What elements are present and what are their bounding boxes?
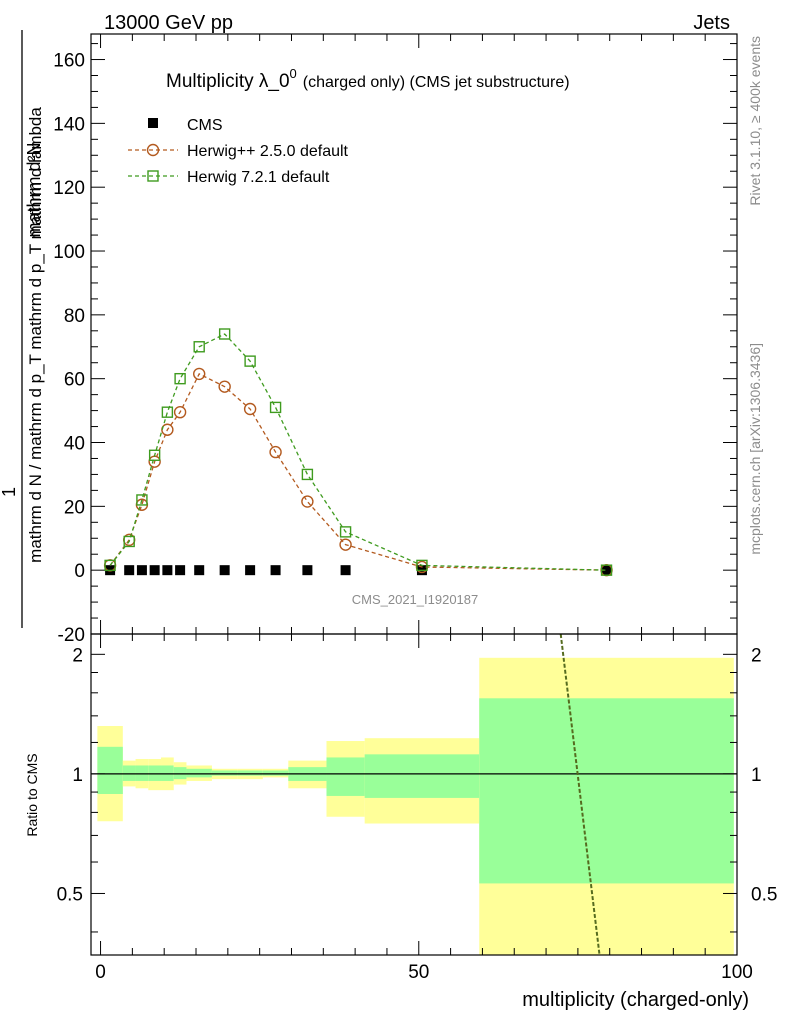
ratio-y-label: Ratio to CMS (24, 753, 40, 836)
ratio-y-tick-label-1: 1 (72, 765, 83, 786)
plot-title-main: Multiplicity λ_0 (166, 71, 290, 92)
ratio-band-green-4 (161, 765, 174, 781)
cms-point-8 (245, 565, 256, 576)
cms-point-7 (219, 565, 230, 576)
cms-point-13 (601, 565, 612, 576)
ratio-band-green-7 (211, 770, 238, 776)
cms-point-2 (136, 565, 147, 576)
ratio-band-green-3 (148, 765, 162, 781)
ratio-y-tick-label-right-1: 1 (751, 765, 762, 786)
ratio-uncertainty-bands (97, 657, 734, 955)
cms-point-5 (175, 565, 186, 576)
y-label-top-numerator: mathrm d²N (24, 142, 44, 237)
y-label-denominator: mathrm d N / mathrm d p_T mathrm d p_T m… (26, 107, 45, 563)
series-1-line (109, 373, 607, 571)
ratio-band-green-2 (135, 765, 149, 781)
ratio-band-green-1 (122, 765, 136, 781)
main-y-tick-label-9: 160 (53, 51, 85, 72)
herwig72-point-6 (193, 341, 205, 353)
herwig72-point-5 (174, 372, 186, 385)
ratio-band-green-9 (262, 770, 289, 776)
cms-point-3 (149, 565, 160, 576)
herwig25-point-7 (218, 380, 231, 393)
x-tick-label-0: 0 (95, 962, 106, 983)
herwig72-point-9 (269, 401, 282, 414)
plot-title-suffix: (charged only) (CMS jet substructure) (303, 74, 570, 91)
ratio-y-tick-label-right-0: 0.5 (751, 884, 777, 905)
main-y-tick-label-7: 120 (53, 178, 85, 199)
ratio-band-green-0 (97, 746, 123, 794)
ratio-y-tick-label-2: 2 (72, 645, 83, 666)
main-y-tick-label-8: 140 (53, 114, 85, 135)
herwig72-point-4 (161, 406, 174, 418)
legend-label-cms: CMS (187, 117, 223, 134)
y-label-numerator: 1 (0, 487, 19, 497)
ratio-band-green-8 (237, 770, 263, 776)
herwig25-point-6 (192, 367, 206, 381)
category-label: Jets (693, 12, 730, 34)
cms-point-6 (194, 565, 205, 576)
main-y-tick-label-5: 80 (64, 306, 85, 327)
main-y-tick-label-4: 60 (64, 370, 85, 391)
herwig72-point-1 (123, 535, 135, 548)
herwig72-point-0 (104, 559, 116, 572)
panel-frames (90, 33, 738, 956)
plot-title-superscript: 0 (290, 66, 297, 81)
series-layer (103, 328, 613, 577)
energy-label: 13000 GeV pp (104, 12, 233, 34)
cms-point-4 (162, 565, 173, 576)
main-y-tick-label-6: 100 (53, 242, 85, 263)
ratio-panel-frame (90, 633, 738, 956)
main-y-tick-label-2: 20 (64, 497, 85, 518)
ratio-band-green-6 (186, 768, 212, 778)
herwig72-point-3 (148, 449, 161, 461)
legend: CMS Herwig++ 2.5.0 default Herwig 7.2.1 … (128, 117, 349, 186)
mcplots-label: mcplots.cern.ch [arXiv:1306.3436] (747, 343, 763, 555)
legend-marker-cms (148, 118, 158, 128)
herwig72-point-7 (218, 328, 231, 340)
legend-marker-herwig72 (147, 170, 159, 182)
ratio-y-tick-label-right-2: 2 (751, 645, 762, 666)
legend-label-herwig72: Herwig 7.2.1 default (187, 169, 330, 186)
plot-title: Multiplicity λ_00 (charged only) (CMS jet… (166, 66, 570, 92)
herwig72-point-8 (244, 355, 256, 367)
ratio-y-tick-label-0: 0.5 (57, 884, 83, 905)
x-tick-label-2: 100 (721, 962, 753, 983)
x-tick-label-1: 50 (408, 962, 429, 983)
ratio-band-green-11 (326, 757, 365, 796)
herwig25-point-9 (269, 445, 282, 459)
cms-point-10 (302, 565, 313, 576)
cms-point-11 (340, 565, 351, 576)
herwig72-point-2 (136, 494, 148, 506)
analysis-id: CMS_2021_I1920187 (352, 592, 479, 607)
herwig25-point-5 (173, 405, 187, 419)
cms-point-9 (270, 565, 281, 576)
legend-marker-herwig25 (146, 143, 160, 157)
main-y-tick-label-0: -20 (58, 625, 85, 646)
herwig25-point-11 (339, 538, 352, 551)
ratio-layer: 0.5 0.5 1 1 2 2 (57, 633, 777, 956)
legend-label-herwig25: Herwig++ 2.5.0 default (187, 143, 349, 160)
herwig25-point-8 (243, 402, 257, 416)
herwig72-point-10 (301, 468, 314, 481)
rivet-version-label: Rivet 3.1.10, ≥ 400k events (747, 36, 763, 206)
herwig25-point-10 (301, 495, 314, 508)
ratio-band-green-5 (173, 767, 187, 780)
herwig72-point-13 (600, 564, 613, 576)
ratio-band-green-13 (479, 698, 734, 884)
main-y-tick-label-1: 0 (74, 561, 85, 582)
x-axis-label: multiplicity (charged-only) (522, 989, 749, 1011)
herwig72-point-12 (416, 559, 428, 572)
cms-point-1 (124, 565, 135, 576)
main-y-axis-label: mathrm d²N 1 mathrm d N / mathrm d p_T m… (0, 30, 45, 628)
main-y-tick-label-3: 40 (64, 434, 85, 455)
series-2-line (109, 333, 607, 571)
herwig72-point-11 (339, 526, 352, 538)
ratio-band-green-12 (364, 754, 480, 798)
